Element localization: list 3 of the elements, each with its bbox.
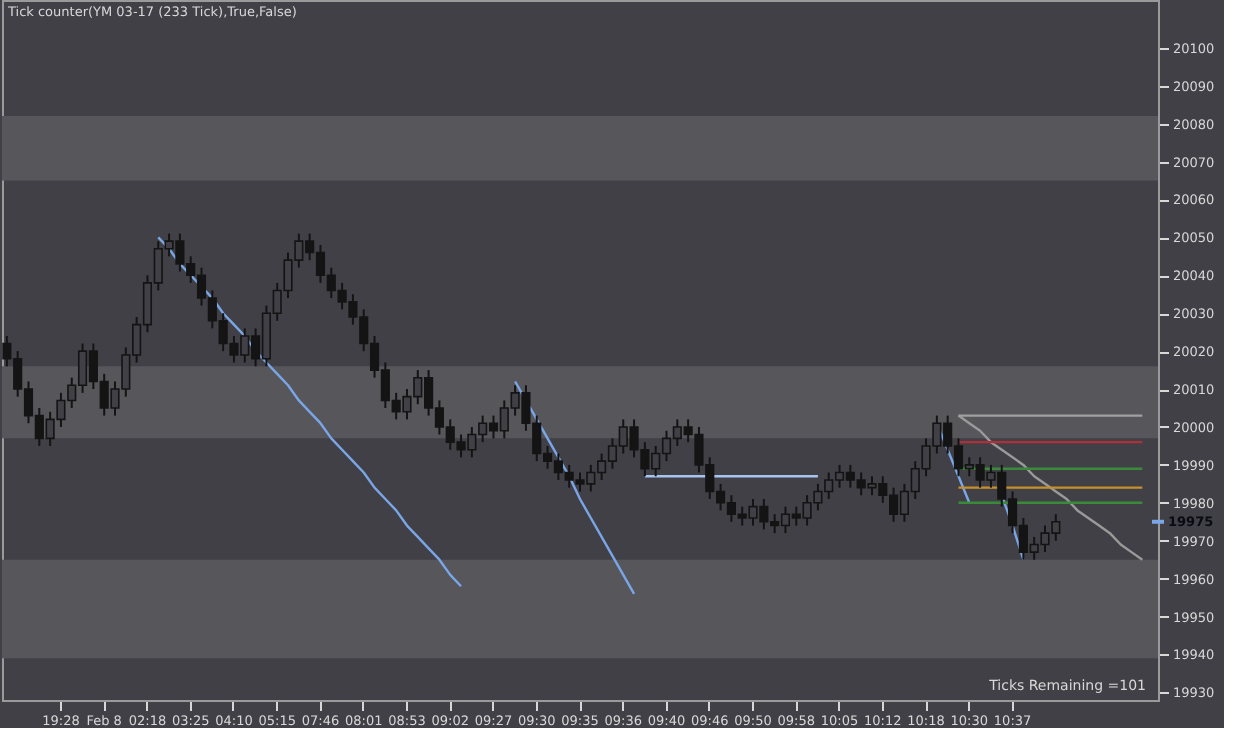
line-series	[957, 414, 1144, 561]
line-series	[513, 380, 636, 596]
line-series	[157, 236, 463, 588]
